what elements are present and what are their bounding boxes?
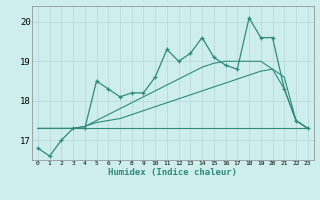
X-axis label: Humidex (Indice chaleur): Humidex (Indice chaleur)	[108, 168, 237, 177]
